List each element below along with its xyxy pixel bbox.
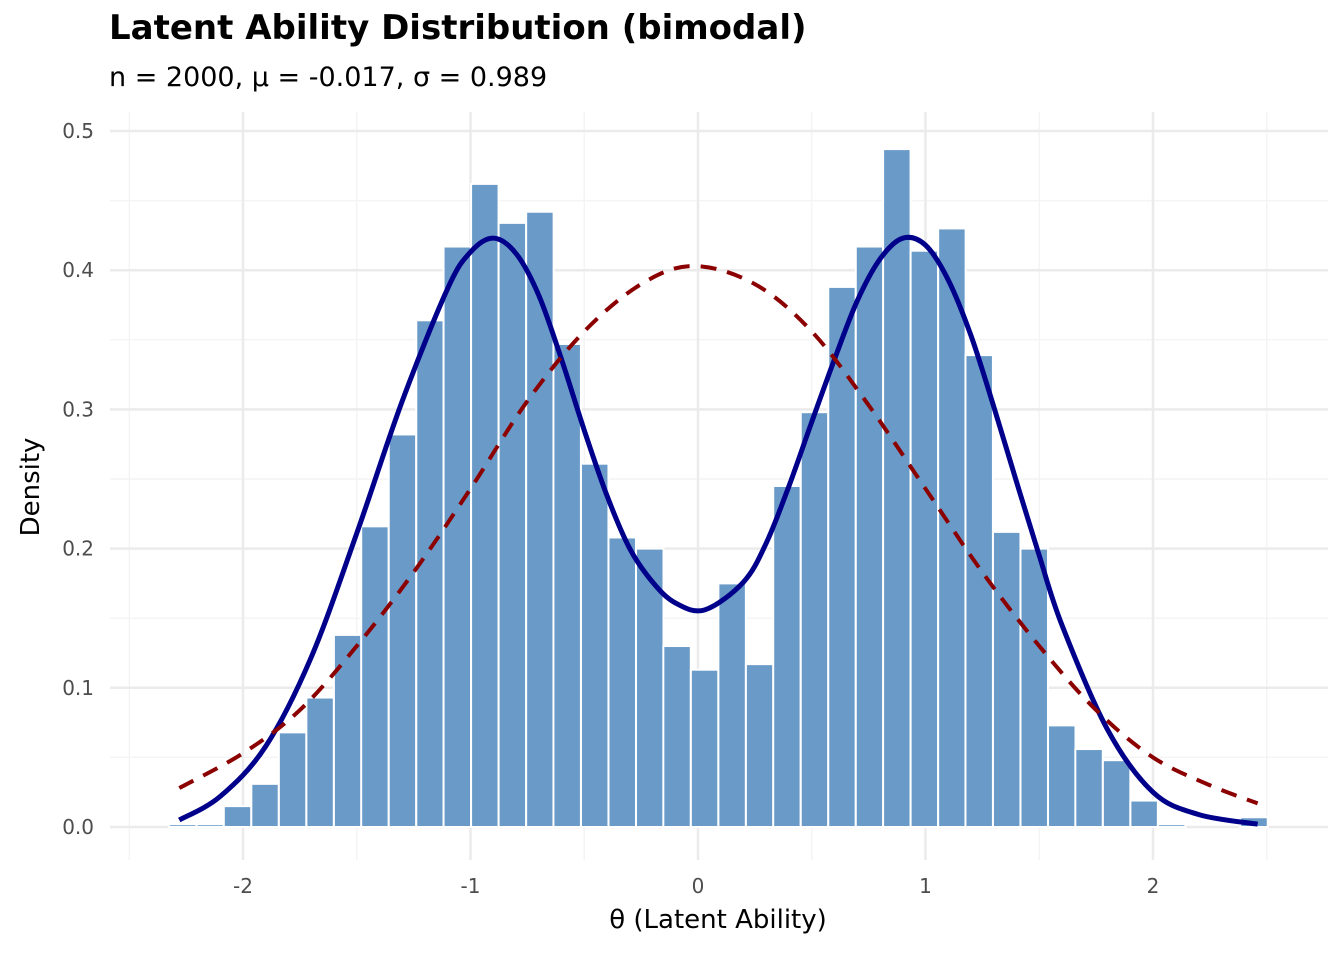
histogram-bar (1156, 823, 1187, 829)
y-tick-label: 0.4 (62, 258, 94, 282)
y-axis-title: Density (16, 438, 46, 537)
histogram-bar (937, 227, 967, 828)
histogram-bar (799, 411, 830, 828)
histogram-bar (1074, 748, 1104, 828)
x-axis-title: θ (Latent Ability) (609, 905, 827, 935)
histogram-bar (744, 663, 775, 828)
chart-subtitle: n = 2000, μ = -0.017, σ = 0.989 (109, 62, 548, 93)
histogram-bar (250, 782, 280, 829)
y-tick-labels: 0.0 0.1 0.2 0.3 0.4 0.5 (62, 119, 94, 839)
y-tick-label: 0.5 (62, 119, 94, 143)
histogram-bar (305, 696, 335, 828)
histogram-bar (689, 668, 720, 828)
histogram-bar (442, 245, 473, 828)
x-tick-label: 0 (692, 874, 705, 898)
density-curves (178, 234, 1259, 827)
histogram-bar (195, 823, 225, 829)
histogram-bar (909, 249, 940, 829)
x-tick-label: -1 (461, 874, 481, 898)
y-tick-label: 0.3 (62, 397, 94, 421)
x-tick-labels: -2 -1 0 1 2 (233, 874, 1159, 898)
x-tick-label: 2 (1147, 874, 1160, 898)
histogram-bar (360, 525, 390, 828)
histogram-bar (635, 547, 665, 828)
histogram-bar (1019, 547, 1049, 828)
x-tick-label: 1 (919, 874, 932, 898)
normal-reference-curve (178, 264, 1259, 806)
histogram-bar (277, 731, 308, 828)
histogram-bar (607, 536, 637, 828)
y-tick-label: 0.2 (62, 537, 94, 561)
histogram-bar (717, 582, 747, 829)
bimodal-density-curve (178, 234, 1259, 827)
histogram-bar (772, 484, 802, 828)
histogram-bar (991, 530, 1022, 828)
histogram-bar (1129, 799, 1159, 829)
x-tick-label: -2 (233, 874, 253, 898)
histogram-bar (1047, 724, 1077, 828)
histogram-bar (964, 354, 994, 828)
histogram-bar (167, 823, 198, 829)
chart-title: Latent Ability Distribution (bimodal) (109, 8, 807, 48)
histogram-bar (552, 342, 582, 828)
histogram-bar (497, 221, 528, 828)
histogram-bar (854, 245, 885, 828)
histogram-bar (1101, 759, 1132, 829)
y-tick-label: 0.0 (62, 815, 94, 839)
histogram-bar (332, 633, 363, 828)
histogram-bar (662, 645, 692, 828)
y-tick-label: 0.1 (62, 676, 94, 700)
histogram-bar (415, 319, 445, 828)
histogram-bar (579, 462, 610, 828)
histogram-bar (222, 805, 253, 828)
histogram-bar (525, 210, 555, 828)
histogram-bar (470, 182, 500, 828)
histogram-bar (827, 285, 857, 828)
histogram-bar (387, 433, 418, 828)
histogram-bars (167, 148, 1269, 829)
